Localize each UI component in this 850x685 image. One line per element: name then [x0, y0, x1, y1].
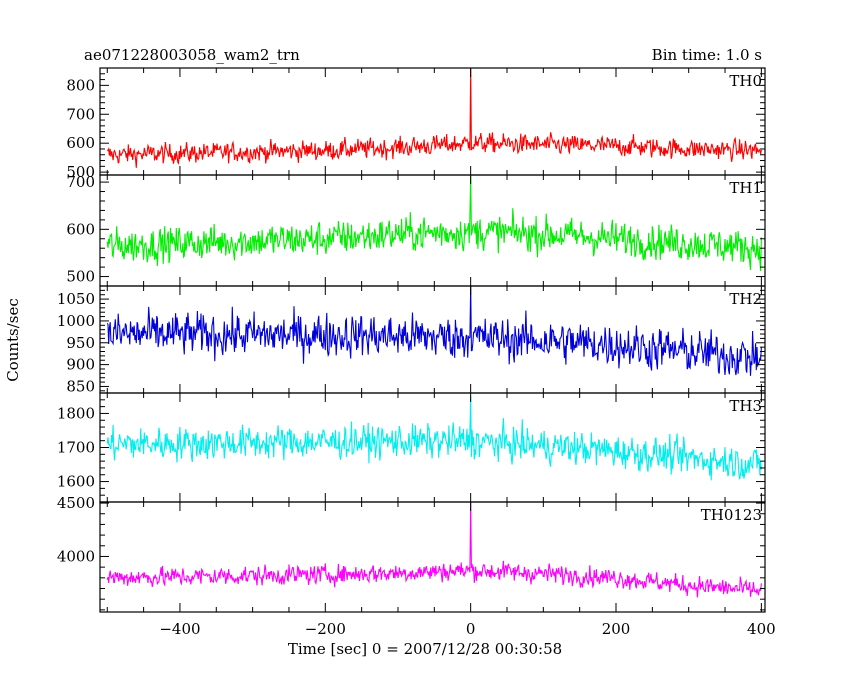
y-tick-label: 800: [66, 76, 95, 94]
panel-th3: 1600 1700 1800 TH3: [57, 392, 766, 503]
x-axis-label: Time [sec] 0 = 2007/12/28 00:30:58: [288, 640, 562, 658]
series-line-th0123: [106, 502, 762, 598]
y-tick-label: 600: [66, 134, 95, 152]
panel-th0: 500 600 700 800 TH0: [66, 67, 766, 181]
y-tick-label: 500: [66, 268, 95, 286]
series-line-th1: [106, 175, 762, 272]
y-tick-label: 4500: [57, 494, 95, 512]
panel-label: TH0123: [701, 506, 762, 524]
panel-label: TH2: [729, 290, 762, 308]
series-line-th0: [106, 68, 762, 168]
y-tick-label: 850: [66, 377, 95, 395]
panel-th1: 500 600 700 TH1: [66, 173, 766, 287]
panel-frame: [99, 501, 766, 613]
panel-label: TH3: [729, 397, 762, 415]
y-tick-label: 1600: [57, 473, 95, 491]
chart-subtitle: Bin time: 1.0 s: [652, 46, 762, 64]
x-tick-label: 400: [747, 620, 776, 638]
series-line-th2: [106, 286, 762, 376]
y-tick-label: 1000: [57, 312, 95, 330]
y-tick-label: 500: [66, 163, 95, 181]
y-tick-label: 600: [66, 220, 95, 238]
x-tick-label: 0: [466, 620, 476, 638]
panel-th2: 850 900 950 1000 1050 TH2: [57, 285, 766, 395]
panels-group: 500 600 700 800 TH0 500 600 700 TH1 850 900 950 1000…: [57, 67, 776, 638]
y-tick-label: 1800: [57, 404, 95, 422]
panel-label: TH0: [729, 72, 762, 90]
chart-title: ae071228003058_wam2_trn: [84, 46, 300, 64]
x-tick-label: 200: [602, 620, 631, 638]
y-tick-label: 950: [66, 334, 95, 352]
panel-frame: [99, 67, 766, 176]
panel-label: TH1: [729, 179, 762, 197]
series-line-th3: [106, 396, 762, 481]
y-tick-label: 700: [66, 105, 95, 123]
x-tick-label: −400: [159, 620, 200, 638]
y-tick-label: 4000: [57, 547, 95, 565]
y-tick-label: 900: [66, 356, 95, 374]
panel-th0123: 4000 4500 TH0123: [57, 494, 766, 613]
y-tick-label: 700: [66, 173, 95, 191]
y-tick-label: 1700: [57, 439, 95, 457]
y-tick-label: 1050: [57, 290, 95, 308]
y-axis-label: Counts/sec: [4, 298, 22, 382]
x-tick-label: −200: [305, 620, 346, 638]
